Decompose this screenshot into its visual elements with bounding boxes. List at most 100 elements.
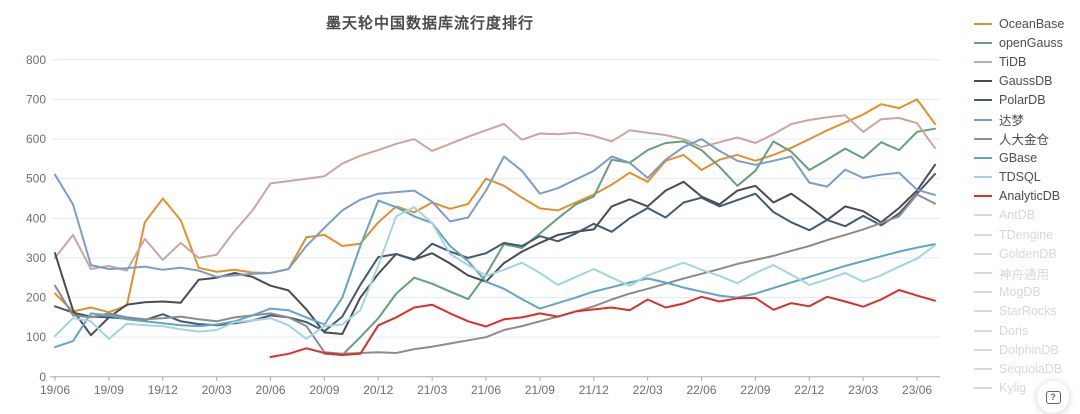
- legend-label: GaussDB: [999, 74, 1053, 89]
- series-line-AnalyticDB[interactable]: [269, 289, 936, 358]
- x-tick-label: 22/06: [687, 383, 717, 397]
- series-line-TiDB[interactable]: [54, 114, 936, 272]
- legend-item-StarRocks[interactable]: StarRocks: [974, 302, 1080, 321]
- x-tick-label: 20/06: [255, 383, 285, 397]
- x-tick-label: 23/03: [848, 383, 878, 397]
- legend-swatch: [974, 233, 992, 236]
- legend-item-Doris[interactable]: Doris: [974, 321, 1080, 340]
- legend-item-GBase[interactable]: GBase: [974, 148, 1080, 167]
- legend-label: GoldenDB: [999, 246, 1057, 261]
- x-tick-label: 20/03: [202, 383, 232, 397]
- legend-label: TiDB: [999, 54, 1027, 69]
- legend-swatch: [974, 80, 992, 83]
- series-line-达梦[interactable]: [54, 138, 936, 278]
- legend-item-GoldenDB[interactable]: GoldenDB: [974, 244, 1080, 263]
- legend-label: DolphinDB: [999, 342, 1059, 357]
- x-tick-label: 21/09: [525, 383, 555, 397]
- legend-swatch: [974, 252, 992, 255]
- legend-item-GaussDB[interactable]: GaussDB: [974, 72, 1080, 91]
- series-line-GBase[interactable]: [54, 199, 936, 349]
- y-tick-label: 0: [39, 370, 46, 384]
- x-tick-label: 22/03: [633, 383, 663, 397]
- legend-item-TDSQL[interactable]: TDSQL: [974, 168, 1080, 187]
- y-tick-label: 300: [26, 251, 46, 265]
- x-tick-label: 21/12: [579, 383, 609, 397]
- legend-item-SequoiaDB[interactable]: SequoiaDB: [974, 359, 1080, 378]
- legend-item-OceanBase[interactable]: OceanBase: [974, 14, 1080, 33]
- y-tick-label: 200: [26, 291, 46, 305]
- legend-label: 人大金仓: [999, 133, 1050, 148]
- y-tick-label: 600: [26, 132, 46, 146]
- legend-label: openGauss: [999, 35, 1063, 50]
- legend-item-TDengine[interactable]: TDengine: [974, 225, 1080, 244]
- y-tick-label: 400: [26, 211, 46, 225]
- x-axis: 19/06 19/09 19/12 20/03 20/06 20/09 20/12 21/03…: [40, 376, 940, 397]
- legend-item-达梦[interactable]: 达梦: [974, 110, 1080, 129]
- legend-label: OceanBase: [999, 16, 1065, 31]
- legend-swatch: [974, 118, 992, 121]
- legend-swatch: [974, 291, 992, 294]
- x-tick-label: 20/09: [309, 383, 339, 397]
- legend-item-AntDB[interactable]: AntDB: [974, 206, 1080, 225]
- series-line-TDSQL[interactable]: [54, 206, 936, 340]
- y-tick-label: 500: [26, 172, 46, 186]
- y-tick-label: 700: [26, 92, 46, 106]
- legend-swatch: [974, 60, 992, 63]
- legend-item-DolphinDB[interactable]: DolphinDB: [974, 340, 1080, 359]
- series-line-GaussDB[interactable]: [54, 163, 936, 337]
- legend-label: AntDB: [999, 208, 1036, 223]
- legend-item-PolarDB[interactable]: PolarDB: [974, 91, 1080, 110]
- legend-swatch: [974, 22, 992, 25]
- legend-label: TDSQL: [999, 170, 1041, 185]
- x-tick-label: 21/06: [471, 383, 501, 397]
- help-button[interactable]: ?: [1037, 381, 1069, 413]
- x-tick-label: 23/06: [902, 383, 932, 397]
- legend-swatch: [974, 41, 992, 44]
- series-line-PolarDB[interactable]: [54, 172, 936, 333]
- legend-item-Kylig[interactable]: Kylig: [974, 379, 1080, 398]
- legend-swatch: [974, 214, 992, 217]
- legend-swatch: [974, 310, 992, 313]
- x-tick-label: 19/09: [94, 383, 124, 397]
- legend-label: Doris: [999, 323, 1029, 338]
- legend-label: MogDB: [999, 285, 1041, 300]
- legend-label: 神舟通用: [999, 267, 1050, 282]
- legend-swatch: [974, 272, 992, 275]
- legend-label: 达梦: [999, 114, 1025, 129]
- legend-label: GBase: [999, 150, 1038, 165]
- legend-swatch: [974, 156, 992, 159]
- legend-label: TDengine: [999, 227, 1054, 242]
- series-lines: [54, 98, 936, 358]
- legend-item-openGauss[interactable]: openGauss: [974, 33, 1080, 52]
- legend-swatch: [974, 348, 992, 351]
- x-tick-label: 21/03: [417, 383, 447, 397]
- legend-label: Kylig: [999, 381, 1027, 396]
- x-tick-label: 19/06: [40, 383, 70, 397]
- legend-swatch: [974, 387, 992, 390]
- y-tick-label: 800: [26, 53, 46, 67]
- legend-label: StarRocks: [999, 304, 1057, 319]
- x-tick-label: 22/12: [794, 383, 824, 397]
- legend-label: AnalyticDB: [999, 189, 1061, 204]
- chart-title: 墨天轮中国数据库流行度排行: [325, 15, 534, 32]
- legend-item-人大金仓[interactable]: 人大金仓: [974, 129, 1080, 148]
- legend-swatch: [974, 195, 992, 198]
- chart-plot-area[interactable]: 0 100 200 300 400 500 600 700 800 19/06 19/09 19/12…: [0, 0, 960, 414]
- legend: OceanBase openGauss TiDB GaussDB PolarDB 达梦人大…: [974, 14, 1080, 398]
- y-axis-labels: 0 100 200 300 400 500 600 700 800: [26, 53, 46, 384]
- legend-item-MogDB[interactable]: MogDB: [974, 283, 1080, 302]
- x-tick-label: 20/12: [363, 383, 393, 397]
- x-tick-label: 19/12: [148, 383, 178, 397]
- x-tick-label: 22/09: [740, 383, 770, 397]
- legend-swatch: [974, 176, 992, 179]
- legend-swatch: [974, 137, 992, 140]
- legend-item-AnalyticDB[interactable]: AnalyticDB: [974, 187, 1080, 206]
- legend-swatch: [974, 329, 992, 332]
- legend-item-神舟通用[interactable]: 神舟通用: [974, 263, 1080, 282]
- legend-label: PolarDB: [999, 93, 1046, 108]
- legend-label: SequoiaDB: [999, 361, 1063, 376]
- legend-item-TiDB[interactable]: TiDB: [974, 52, 1080, 71]
- help-icon: ?: [1045, 390, 1061, 404]
- series-line-人大金仓[interactable]: [54, 193, 936, 355]
- legend-swatch: [974, 367, 992, 370]
